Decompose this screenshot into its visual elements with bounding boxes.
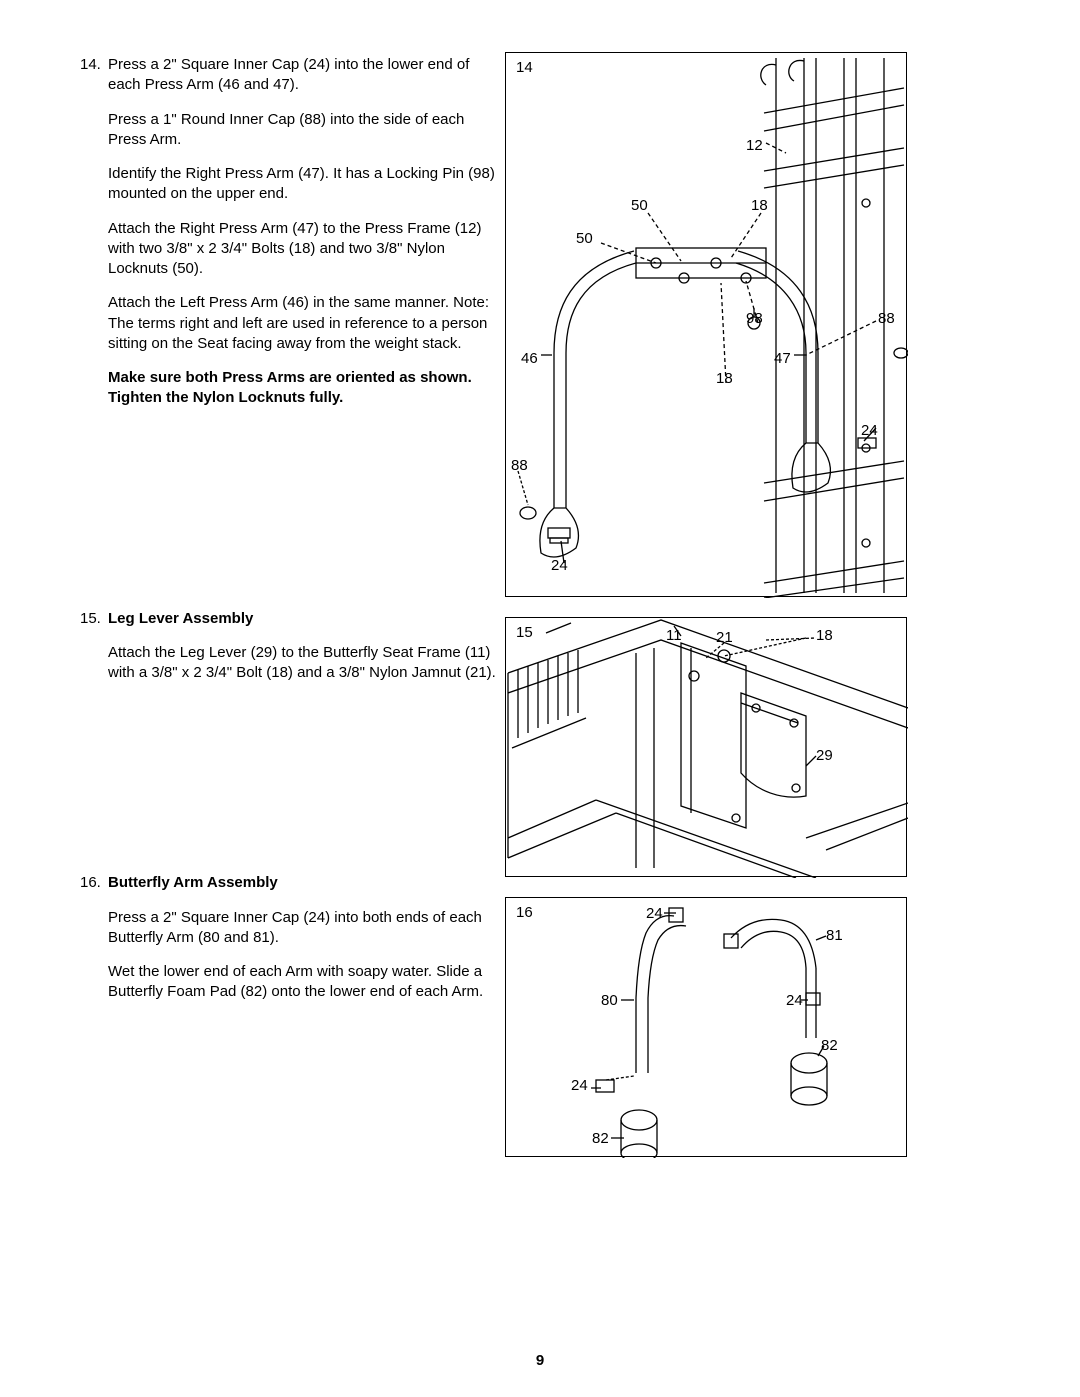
step14-p4: Attach the Right Press Arm (47) to the P… — [108, 219, 500, 280]
callout: 82 — [592, 1131, 609, 1146]
callout: 50 — [631, 198, 648, 213]
callout: 98 — [746, 311, 763, 326]
step16-p2: Wet the lower end of each Arm with soapy… — [108, 962, 500, 1003]
page-number: 9 — [0, 1352, 1080, 1369]
page: 14. Press a 2" Square Inner Cap (24) int… — [0, 0, 1080, 1397]
callout: 24 — [646, 906, 663, 921]
figure-15-drawing — [506, 618, 908, 878]
figure-number: 15 — [516, 624, 533, 641]
callout: 24 — [786, 993, 803, 1008]
callout: 11 — [666, 628, 682, 643]
step14-p3: Identify the Right Press Arm (47). It ha… — [108, 164, 500, 205]
callout: 18 — [816, 628, 833, 643]
figure-16: 16 — [505, 897, 907, 1157]
figure-number: 16 — [516, 904, 533, 921]
callout: 18 — [751, 198, 768, 213]
callout: 24 — [551, 558, 568, 573]
step-14: 14. Press a 2" Square Inner Cap (24) int… — [80, 55, 510, 409]
step-body: Press a 2" Square Inner Cap (24) into th… — [108, 55, 510, 409]
callout: 88 — [511, 458, 528, 473]
step-body: Leg Lever Assembly Attach the Leg Lever … — [108, 609, 510, 684]
step-16: 16. Butterfly Arm Assembly Press a 2" Sq… — [80, 873, 510, 1002]
step14-p2: Press a 1" Round Inner Cap (88) into the… — [108, 110, 500, 151]
step16-title: Butterfly Arm Assembly — [108, 873, 500, 893]
callout: 24 — [571, 1078, 588, 1093]
step-body: Butterfly Arm Assembly Press a 2" Square… — [108, 873, 510, 1002]
step14-p5: Attach the Left Press Arm (46) in the sa… — [108, 293, 500, 354]
step-number: 15. — [80, 609, 108, 629]
step-15: 15. Leg Lever Assembly Attach the Leg Le… — [80, 609, 510, 684]
callout: 29 — [816, 748, 833, 763]
callout: 47 — [774, 351, 791, 366]
step14-p1: Press a 2" Square Inner Cap (24) into th… — [108, 55, 500, 96]
step-number: 16. — [80, 873, 108, 893]
callout: 80 — [601, 993, 618, 1008]
callout: 46 — [521, 351, 538, 366]
callout: 21 — [716, 630, 733, 645]
step-number: 14. — [80, 55, 108, 75]
figure-14-drawing — [506, 53, 908, 598]
figure-number: 14 — [516, 59, 533, 76]
figure-15: 15 — [505, 617, 907, 877]
callout: 24 — [861, 423, 878, 438]
figure-16-drawing — [506, 898, 908, 1158]
step16-p1: Press a 2" Square Inner Cap (24) into bo… — [108, 908, 500, 949]
callout: 82 — [821, 1038, 838, 1053]
figure-14: 14 — [505, 52, 907, 597]
callout: 50 — [576, 231, 593, 246]
callout: 88 — [878, 311, 895, 326]
step15-p1: Attach the Leg Lever (29) to the Butterf… — [108, 643, 500, 684]
callout: 12 — [746, 138, 763, 153]
step14-bold: Make sure both Press Arms are oriented a… — [108, 368, 500, 409]
callout: 81 — [826, 928, 843, 943]
callout: 18 — [716, 371, 733, 386]
step15-title: Leg Lever Assembly — [108, 609, 500, 629]
